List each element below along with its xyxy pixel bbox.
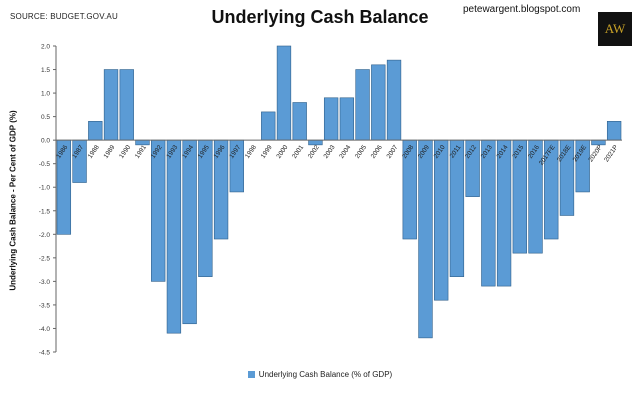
y-tick-label: -3.5 xyxy=(39,302,51,309)
x-tick-label: 2004 xyxy=(338,144,352,160)
logo-text: AW xyxy=(604,21,626,36)
x-tick-label: 2006 xyxy=(370,144,384,160)
y-tick-label: -0.5 xyxy=(39,161,51,168)
bar xyxy=(339,97,355,141)
legend-swatch xyxy=(247,371,255,378)
bar xyxy=(371,64,386,141)
bar xyxy=(481,139,496,287)
y-tick-label: 1.0 xyxy=(41,91,50,98)
x-tick-label: 2020P xyxy=(587,144,604,163)
y-tick-label: -3.0 xyxy=(39,279,51,286)
bar xyxy=(449,139,465,277)
bar xyxy=(276,45,292,141)
blog-url: petewargent.blogspot.com xyxy=(463,4,581,15)
bar xyxy=(261,111,276,141)
bar xyxy=(434,139,449,301)
legend: Underlying Cash Balance (% of GDP) xyxy=(0,370,640,379)
y-tick-label: -1.0 xyxy=(39,185,51,192)
bar xyxy=(151,139,166,282)
x-tick-label: 2005 xyxy=(354,144,368,160)
x-tick-label: 1999 xyxy=(260,144,274,160)
bar xyxy=(119,69,134,141)
bar xyxy=(166,139,182,334)
bar xyxy=(418,139,433,339)
x-tick-label: 2001 xyxy=(291,144,305,160)
bar xyxy=(88,121,103,141)
bar xyxy=(103,69,119,141)
x-tick-label: 1988 xyxy=(87,144,101,160)
x-tick-label: 2007 xyxy=(385,144,399,160)
bars xyxy=(56,45,622,339)
legend-label: Underlying Cash Balance (% of GDP) xyxy=(258,370,393,379)
y-tick-label: -4.0 xyxy=(39,326,51,333)
y-tick-label: -2.0 xyxy=(39,232,51,239)
x-tick-label: 2000 xyxy=(275,144,289,160)
source-label: SOURCE: BUDGET.GOV.AU xyxy=(10,12,118,21)
bar xyxy=(355,69,370,141)
x-tick-label: 1989 xyxy=(102,144,116,160)
chart-title: Underlying Cash Balance xyxy=(211,7,429,27)
brand-logo: AW xyxy=(598,12,632,46)
x-tick-label: 1998 xyxy=(244,144,258,160)
y-tick-label: -2.5 xyxy=(39,255,51,262)
y-tick-label: 1.5 xyxy=(41,67,50,74)
x-tick-label: 1991 xyxy=(134,144,148,160)
y-tick-label: -4.5 xyxy=(39,350,51,357)
bar xyxy=(496,139,512,287)
bar xyxy=(198,139,213,277)
y-tick-label: -1.5 xyxy=(39,208,51,215)
y-tick-label: 2.0 xyxy=(41,44,50,51)
x-tick-label: 2021P xyxy=(603,144,620,163)
y-tick-label: 0.0 xyxy=(41,138,50,145)
x-tick-label: 2002 xyxy=(307,144,321,160)
y-tick-label: 0.5 xyxy=(41,114,50,121)
bar xyxy=(292,102,307,141)
bar xyxy=(323,97,339,141)
x-tick-label: 2003 xyxy=(323,144,337,160)
bar xyxy=(386,59,402,141)
bar xyxy=(606,121,622,141)
x-tick-label: 1990 xyxy=(118,144,132,160)
bar xyxy=(182,139,197,325)
y-axis: 2.0 1.5 1.0 0.5 0.0 -0.5 -1.0 -1.5 -2.0 -2.5 -3.0 -… xyxy=(39,44,56,357)
